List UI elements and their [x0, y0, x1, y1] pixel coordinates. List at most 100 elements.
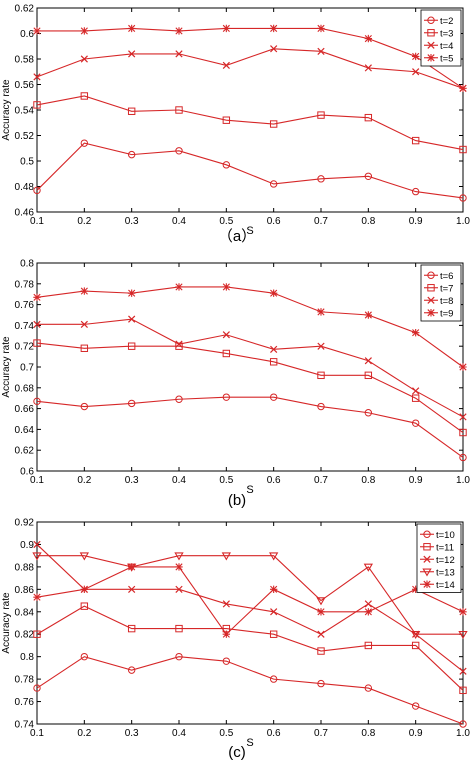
x-tick-label: 0.4 — [172, 216, 186, 227]
data-point — [222, 331, 230, 339]
data-point — [411, 419, 420, 427]
data-point — [80, 402, 89, 411]
data-point — [175, 340, 183, 348]
legend-marker — [427, 296, 435, 304]
data-point — [411, 52, 420, 61]
x-tick-label: 0.2 — [77, 475, 91, 486]
data-point — [317, 608, 325, 616]
series-line — [36, 48, 464, 89]
data-point — [317, 630, 325, 638]
x-tick-label: 0.1 — [30, 728, 44, 739]
x-tick-label: 0.6 — [267, 475, 281, 486]
data-point — [127, 289, 136, 297]
legend: t=10t=11 t=12t=13 t=14 — [416, 523, 462, 593]
data-point — [411, 630, 421, 640]
legend-marker — [423, 580, 431, 588]
data-point — [222, 283, 231, 291]
data-point — [127, 24, 136, 33]
data-point — [175, 27, 183, 35]
legend-label: t=12 — [436, 555, 455, 566]
legend-marker — [422, 568, 432, 577]
y-tick-label: 0.8 — [20, 259, 34, 270]
x-tick-label: 0.8 — [361, 475, 375, 486]
data-point — [221, 552, 231, 561]
data-point — [80, 344, 89, 352]
data-point — [33, 293, 41, 302]
y-tick-label: 0.9 — [20, 540, 34, 551]
data-point — [222, 600, 230, 608]
data-point — [80, 602, 89, 610]
legend-marker — [427, 29, 435, 37]
data-point — [364, 311, 373, 319]
data-point — [127, 666, 136, 674]
series-t=5 — [33, 24, 467, 93]
legend-label: t=2 — [440, 16, 453, 27]
data-point — [127, 624, 136, 633]
x-axis-label: S — [246, 484, 253, 496]
x-tick-label: 0.9 — [409, 728, 423, 739]
x-tick-label: 0.7 — [314, 475, 328, 486]
data-point — [175, 50, 183, 58]
legend-label: t=4 — [440, 41, 453, 52]
data-point — [317, 111, 325, 119]
legend-marker — [427, 16, 435, 24]
data-point — [269, 358, 278, 366]
panel-caption: （a） — [218, 228, 256, 245]
data-point — [127, 563, 136, 571]
y-tick-label: 0.74 — [15, 720, 35, 731]
x-tick-label: 0.1 — [30, 216, 44, 227]
data-point — [175, 283, 183, 291]
data-point — [128, 50, 136, 58]
data-point — [459, 667, 467, 675]
series-line — [37, 27, 464, 89]
series-line — [36, 656, 464, 725]
y-tick-label: 0.46 — [15, 208, 35, 219]
data-point — [175, 652, 183, 661]
y-tick-label: 0.48 — [15, 182, 35, 193]
data-point — [317, 647, 325, 655]
data-point — [459, 453, 467, 462]
data-point — [412, 387, 420, 395]
x-tick-label: 0.8 — [361, 216, 375, 227]
y-tick-label: 0.74 — [15, 321, 35, 332]
y-tick-label: 0.62 — [15, 446, 35, 457]
y-tick-label: 0.64 — [15, 425, 35, 436]
data-point — [33, 540, 41, 549]
data-point — [364, 409, 373, 417]
data-point — [222, 349, 231, 358]
series-line — [37, 318, 464, 418]
data-point — [174, 552, 184, 561]
y-tick-label: 0.7 — [20, 363, 34, 374]
data-point — [269, 24, 278, 33]
data-point — [411, 641, 420, 650]
data-point — [175, 585, 183, 593]
panel-caption: (c) — [228, 744, 246, 761]
legend-marker — [427, 41, 435, 49]
x-tick-label: 0.6 — [267, 216, 281, 227]
data-point — [459, 194, 467, 202]
data-point — [411, 328, 420, 337]
data-point — [128, 315, 136, 323]
series-line — [36, 342, 464, 433]
legend: t=2t=3 t=4t=5 — [420, 9, 462, 67]
y-tick-label: 0.54 — [15, 106, 35, 117]
data-point — [80, 139, 89, 147]
y-tick-label: 0.58 — [15, 55, 35, 66]
data-point — [80, 92, 89, 100]
data-point — [459, 428, 467, 437]
data-point — [222, 393, 231, 401]
data-point — [364, 608, 373, 616]
data-point — [269, 630, 278, 638]
x-tick-label: 0.3 — [125, 475, 139, 486]
x-tick-label: 0.8 — [361, 728, 375, 739]
data-point — [269, 289, 278, 297]
data-point — [317, 342, 325, 350]
data-point — [459, 413, 467, 421]
data-point — [364, 357, 372, 365]
data-point — [175, 624, 183, 633]
data-point — [269, 675, 278, 683]
y-tick-label: 0.68 — [15, 383, 35, 394]
y-tick-label: 0.6 — [20, 29, 34, 40]
series-t=6 — [33, 393, 467, 462]
y-axis-label: Accuracy rate — [1, 592, 12, 654]
